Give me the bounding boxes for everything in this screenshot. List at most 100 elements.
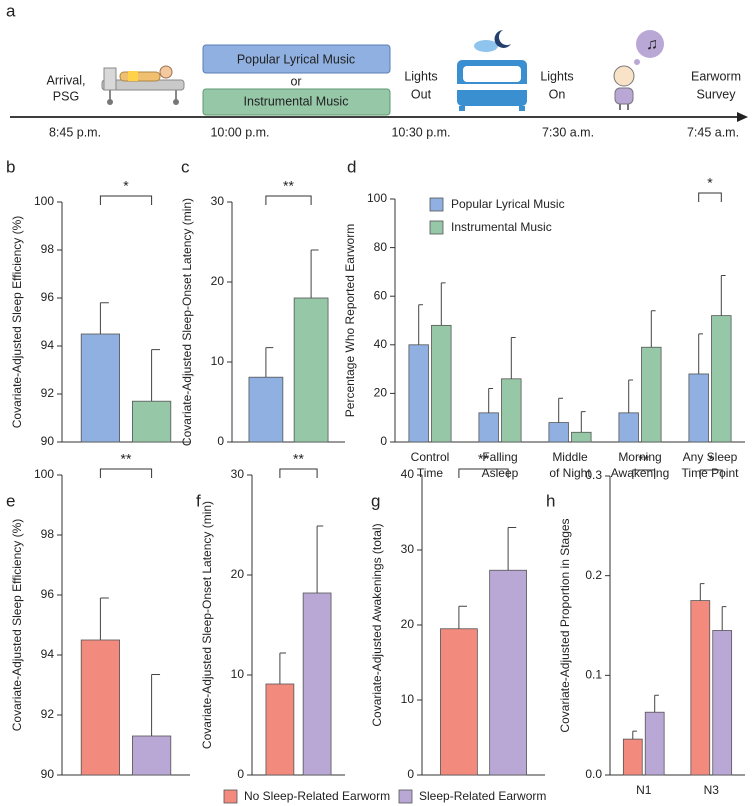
error-bar [721,606,727,631]
significance-bracket [458,468,509,478]
event-label: Lights [540,69,573,83]
y-tick-label: 20 [401,617,415,631]
bar [80,333,120,443]
x-tick-label: N1 [636,783,652,797]
person-icon: ♫ [613,30,664,110]
significance-label: ** [293,451,304,467]
bar [408,344,429,443]
y-axis-label: Covariate-Adjusted Sleep-Onset Latency (… [200,501,214,749]
significance-bracket [699,469,723,479]
bar [302,592,332,776]
error-bar [720,275,726,316]
significance-label: * [709,452,715,468]
y-tick-label: 30 [401,542,415,556]
y-tick-label: 98 [41,242,55,256]
y-tick-label: 96 [41,290,55,304]
legend-swatch [398,789,413,804]
bar [644,711,665,776]
event-label: PSG [53,89,79,103]
panel-label: d [347,157,356,176]
legend-swatch [223,789,238,804]
y-tick-label: 20 [374,386,388,400]
error-bar [699,583,705,601]
panel-label: g [371,491,380,510]
significance-label: ** [638,452,649,468]
error-bar [650,310,656,348]
legend-label: No Sleep-Related Earworm [244,789,390,803]
error-bar [316,525,324,593]
panel-label: c [181,157,190,176]
significance-bracket [265,195,312,205]
error-bar [488,388,494,413]
y-tick-label: 10 [401,692,415,706]
y-tick-label: 98 [41,527,55,541]
error-bar [279,652,287,684]
bar [622,738,643,776]
y-tick-label: 60 [374,288,388,302]
y-tick-label: 0 [217,434,224,448]
error-bar [580,411,586,433]
significance-bracket [279,468,318,478]
significance-label: ** [121,451,132,467]
time-label: 10:30 p.m. [391,125,450,139]
x-tick-label: Middle [552,450,588,464]
bar [688,373,709,443]
significance-label: ** [283,178,294,194]
y-tick-label: 0 [380,434,387,448]
music-connector: or [290,74,301,88]
bar [712,630,733,776]
y-tick-label: 0 [237,767,244,781]
y-tick-label: 80 [374,240,388,254]
y-tick-label: 0.2 [585,568,602,582]
y-axis-label: Percentage Who Reported Earworm [343,224,357,417]
y-axis-label: Covariate-Adjusted Sleep Efficiency (%) [10,519,24,732]
y-tick-label: 100 [34,467,54,481]
bed-icon [457,30,527,111]
y-tick-label: 0.3 [585,468,602,482]
bar [548,422,569,443]
bar [618,412,639,443]
panel-label: b [6,157,15,176]
y-tick-label: 92 [41,386,55,400]
error-bar [558,397,564,423]
legend-swatch [429,197,444,212]
x-tick-label: N3 [704,783,720,797]
bar [641,346,662,443]
svg-text:♫: ♫ [646,36,658,53]
panel-label: h [546,491,555,510]
bar [711,315,732,443]
error-bar [151,674,161,736]
y-tick-label: 10 [231,667,245,681]
error-bar [632,730,637,740]
y-tick-label: 90 [41,434,55,448]
error-bar [628,379,634,413]
timeline-panel: a Arrival, PSG Popular Lyrical Music or … [6,1,748,139]
bar [440,628,478,776]
x-tick-label: of Night [549,466,591,480]
y-tick-label: 94 [41,338,55,352]
y-tick-label: 10 [211,354,225,368]
error-bar [151,349,161,402]
error-bar [310,249,319,298]
y-tick-label: 0.0 [585,767,602,781]
error-bar [507,527,517,571]
bar [690,600,711,776]
music-box [202,88,391,116]
arrow-head [737,112,748,122]
event-label: Out [411,87,432,101]
music-box [202,44,391,74]
y-tick-label: 90 [41,767,55,781]
x-tick-label: Time [417,466,444,480]
panel-label: f [196,491,201,510]
x-tick-label: Morning [618,450,661,464]
legend-label: Sleep-Related Earworm [419,789,546,803]
bar [248,376,284,443]
y-axis-label: Covariate-Adjusted Sleep Efficiency (%) [10,216,24,429]
bar [571,431,592,443]
y-axis-label: Covariate-Adjusted Awakenings (total) [370,523,384,726]
y-tick-label: 20 [211,274,225,288]
significance-label: ** [478,451,489,467]
significance-bracket [99,468,153,478]
music-label: Popular Lyrical Music [237,52,355,66]
x-tick-label: Awakening [611,466,670,480]
